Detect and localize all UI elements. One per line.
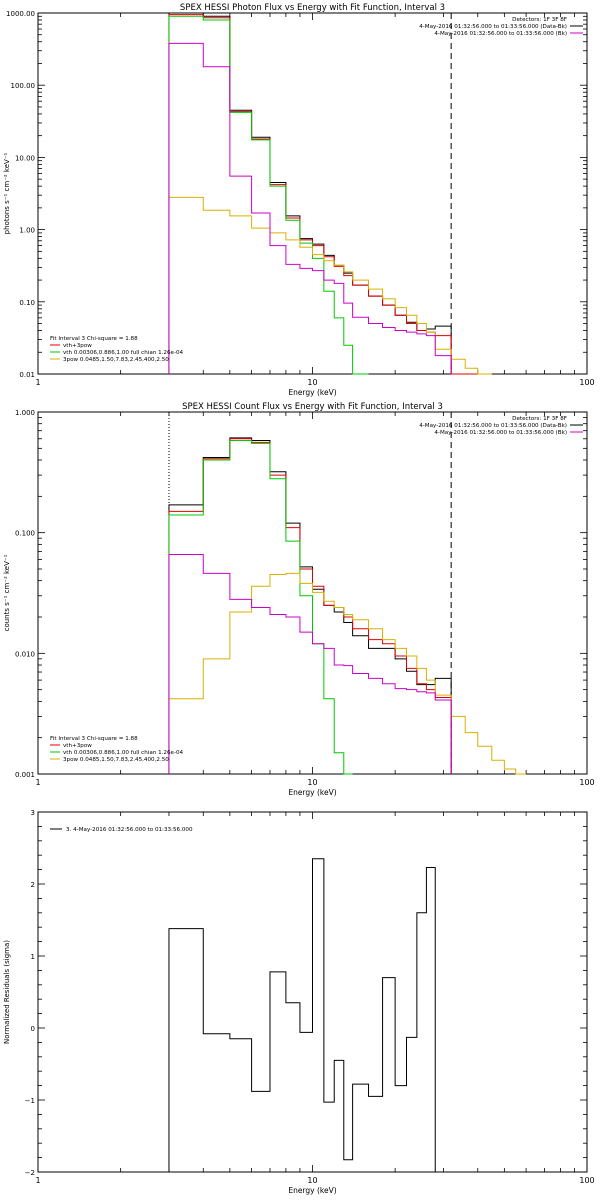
series-line-bk bbox=[168, 42, 452, 374]
x-axis: 1 10 100 bbox=[35, 412, 595, 787]
legend-left: 3. 4-May-2016 01:32:56.000 to 01:33:56.0… bbox=[50, 827, 193, 833]
legend-right: Detectors: 1F 3F 8F4-May-2016 01:32:56.0… bbox=[419, 17, 583, 37]
series-line-vth bbox=[168, 440, 353, 775]
plot-panel-2: SPEX HESSI Count Flux vs Energy with Fit… bbox=[3, 402, 595, 797]
x-tick-label: 100 bbox=[579, 1176, 594, 1185]
y-tick-label: −2 bbox=[25, 1169, 35, 1177]
x-tick-label: 1 bbox=[35, 378, 40, 387]
legend-entry: 4-May-2016 01:32:56.000 to 01:33:56.000 … bbox=[419, 24, 567, 30]
y-tick-label: 10.00 bbox=[15, 154, 35, 162]
x-axis-label: Energy (keV) bbox=[288, 788, 336, 797]
legend-entry: Fit Interval 3 Chi-square = 1.88 bbox=[50, 736, 138, 742]
x-tick-label: 100 bbox=[579, 378, 594, 387]
plot-panel-1: SPEX HESSI Photon Flux vs Energy with Fi… bbox=[3, 3, 595, 397]
legend-right: Detectors: 1F 3F 8F4-May-2016 01:32:56.0… bbox=[419, 416, 583, 436]
x-axis: 1 10 100 bbox=[35, 812, 595, 1185]
x-axis: 1 10 100 bbox=[35, 13, 595, 387]
y-axis-label: Normalized Residuals (sigma) bbox=[3, 940, 11, 1044]
series-line-vth-3pow bbox=[168, 438, 452, 774]
y-axis-label: counts s⁻¹ cm⁻² keV⁻¹ bbox=[3, 554, 11, 631]
y-tick-label: 1.000 bbox=[15, 409, 35, 417]
chart-title: SPEX HESSI Count Flux vs Energy with Fit… bbox=[182, 402, 443, 412]
y-tick-label: 1000.00 bbox=[6, 10, 35, 18]
legend-entry: 4-May-2016 01:32:56.000 to 01:33:56.000 … bbox=[434, 31, 567, 37]
legend-entry: 3. 4-May-2016 01:32:56.000 to 01:33:56.0… bbox=[66, 827, 193, 833]
y-tick-label: 0 bbox=[31, 1025, 35, 1033]
series-line-3-4-may-2016-01-32-56-000-to-01-33-56-000 bbox=[168, 858, 436, 1172]
y-axis: 0.01 0.10 1.00 10.00 100.00 1000.00 bbox=[6, 10, 587, 379]
y-axis: −2 −1 0 1 2 3 bbox=[25, 809, 587, 1177]
plot-frame bbox=[37, 12, 588, 375]
y-tick-label: 0.01 bbox=[19, 371, 35, 379]
x-tick-label: 10 bbox=[307, 1176, 317, 1185]
series-line-3pow bbox=[168, 572, 527, 775]
y-tick-label: 2 bbox=[31, 881, 35, 889]
y-tick-label: 1 bbox=[31, 953, 35, 961]
x-tick-label: 10 bbox=[307, 378, 317, 387]
x-tick-label: 10 bbox=[307, 778, 317, 787]
chart-title: SPEX HESSI Photon Flux vs Energy with Fi… bbox=[180, 3, 445, 13]
y-tick-label: 1.00 bbox=[19, 227, 35, 235]
legend-entry: vth 0.00306,0.886,1.00 full chian 1.26e-… bbox=[63, 350, 184, 356]
legend-left: Fit Interval 3 Chi-square = 1.88vth+3pow… bbox=[50, 336, 184, 363]
x-tick-label: 100 bbox=[579, 778, 594, 787]
series-line-vth bbox=[168, 15, 369, 375]
legend-left: Fit Interval 3 Chi-square = 1.88vth+3pow… bbox=[50, 736, 184, 763]
legend-entry: 4-May-2016 01:32:56.000 to 01:33:56.000 … bbox=[434, 430, 567, 436]
y-tick-label: 0.001 bbox=[15, 771, 35, 779]
y-axis: 0.001 0.010 0.100 1.000 bbox=[15, 409, 587, 779]
legend-entry: Detectors: 1F 3F 8F bbox=[512, 416, 567, 422]
series-line-bk bbox=[168, 553, 452, 774]
y-axis-label: photons s⁻¹ cm⁻² keV⁻¹ bbox=[3, 152, 11, 234]
x-axis-label: Energy (keV) bbox=[288, 388, 336, 397]
series-line-vth-3pow bbox=[168, 14, 492, 375]
legend-entry: vth 0.00306,0.886,1.00 full chian 1.26e-… bbox=[63, 750, 184, 756]
legend-entry: 4-May-2016 01:32:56.000 to 01:33:56.000 … bbox=[419, 423, 567, 429]
series-line-data-bk bbox=[168, 437, 452, 774]
y-tick-label: 0.100 bbox=[15, 530, 35, 538]
x-tick-label: 1 bbox=[35, 778, 40, 787]
x-tick-label: 1 bbox=[35, 1176, 40, 1185]
legend-entry: 3pow 0.0485,1.50,7.83,2.45,400,2.50 bbox=[63, 357, 169, 363]
plot-panel-3: 1 10 100 Energy (keV) −2 −1 0 1 2 3 Normalized Res… bbox=[3, 809, 595, 1195]
legend-entry: 3pow 0.0485,1.50,7.83,2.45,400,2.50 bbox=[63, 757, 169, 763]
y-tick-label: 0.010 bbox=[15, 650, 35, 658]
legend-entry: vth+3pow bbox=[63, 343, 92, 349]
y-tick-label: 0.10 bbox=[19, 299, 35, 307]
legend-entry: Detectors: 1F 3F 8F bbox=[512, 17, 567, 23]
series-line-3pow bbox=[168, 196, 492, 375]
legend-entry: Fit Interval 3 Chi-square = 1.88 bbox=[50, 336, 138, 342]
y-tick-label: −1 bbox=[25, 1097, 35, 1105]
plot-frame bbox=[37, 411, 588, 775]
y-tick-label: 100.00 bbox=[11, 82, 36, 90]
legend-entry: vth+3pow bbox=[63, 743, 92, 749]
y-tick-label: 3 bbox=[31, 809, 35, 817]
x-axis-label: Energy (keV) bbox=[288, 1186, 336, 1195]
